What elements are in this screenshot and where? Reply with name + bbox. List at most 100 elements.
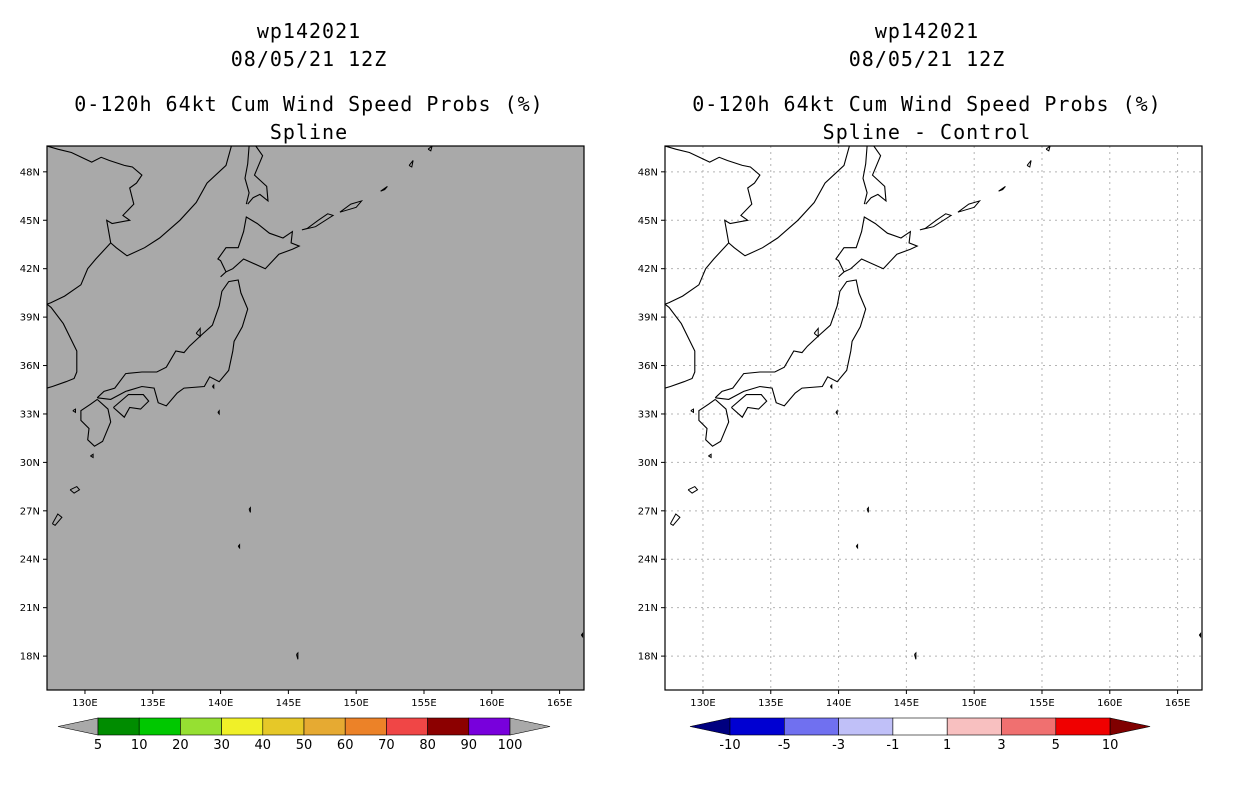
- island-coastline: [72, 408, 76, 414]
- colorbar-segment: [262, 717, 305, 736]
- lat-label: 36N: [638, 361, 658, 372]
- colorbar-label: -1: [886, 738, 899, 753]
- lat-label: 48N: [638, 167, 658, 178]
- island-coastline: [301, 213, 335, 231]
- product-title: 0-120h 64kt Cum Wind Speed Probs (%): [74, 92, 544, 116]
- colorbar-label: 20: [172, 738, 189, 753]
- lat-label: 24N: [638, 555, 658, 566]
- island-coastline: [690, 408, 694, 414]
- colorbar-label: 40: [255, 738, 272, 753]
- colorbar-segment: [386, 717, 428, 736]
- lat-label: 27N: [638, 506, 658, 517]
- island-coastline: [1198, 632, 1202, 639]
- lat-label: 45N: [20, 216, 40, 227]
- colorbar-label: 70: [378, 738, 395, 753]
- island-coastline: [1045, 146, 1051, 152]
- lat-label: 30N: [20, 458, 40, 469]
- colorbar-segment: [468, 717, 511, 736]
- map-background: [665, 146, 1202, 690]
- lon-label: 150E: [961, 698, 986, 709]
- mainland-coastline: [47, 146, 232, 257]
- island-coastline: [830, 383, 833, 390]
- island-coastline: [217, 409, 220, 416]
- lon-label: 155E: [411, 698, 436, 709]
- lat-label: 45N: [638, 216, 658, 227]
- lon-label: 165E: [547, 698, 572, 709]
- island-coastline: [248, 506, 251, 513]
- map-frame: [46, 145, 585, 691]
- colorbar-label: 60: [337, 738, 354, 753]
- subtitle: Spline: [269, 120, 349, 144]
- colorbar-label: -10: [719, 738, 740, 753]
- island-coastline: [708, 453, 712, 459]
- lon-label: 130E: [690, 698, 715, 709]
- korea-coastline: [47, 303, 78, 389]
- lon-label: 135E: [758, 698, 783, 709]
- island-coastline: [51, 513, 63, 526]
- panel-spline-control: wp142021 08/05/21 12Z 0-120h 64kt Cum Wi…: [618, 0, 1236, 800]
- colorbar-segment: [946, 717, 1002, 736]
- lat-label: 48N: [20, 167, 40, 178]
- lat-label: 33N: [638, 409, 658, 420]
- colorbar-label: -5: [778, 738, 791, 753]
- island-coastline: [427, 146, 433, 152]
- colorbar-label: 30: [213, 738, 230, 753]
- honshu-coastline: [714, 279, 867, 407]
- lat-label: 27N: [20, 506, 40, 517]
- island-coastline: [957, 199, 982, 213]
- lon-label: 130E: [72, 698, 97, 709]
- mainland-coastline: [665, 146, 850, 257]
- island-coastline: [69, 485, 81, 494]
- colorbar-segment: [138, 717, 181, 736]
- lat-label: 42N: [20, 264, 40, 275]
- lat-label: 24N: [20, 555, 40, 566]
- island-coastline: [212, 383, 215, 390]
- storm-id-title: wp142021: [256, 19, 362, 43]
- colorbar-segment: [344, 717, 387, 736]
- colorbar-label: 80: [419, 738, 436, 753]
- lon-label: 160E: [1097, 698, 1122, 709]
- island-coastline: [914, 651, 917, 660]
- island-coastline: [813, 326, 819, 338]
- lat-label: 18N: [638, 652, 658, 663]
- sakhalin-coastline: [244, 146, 269, 205]
- lat-label: 39N: [20, 313, 40, 324]
- colorbar-label: 10: [131, 738, 148, 753]
- storm-id-title: wp142021: [874, 19, 980, 43]
- colorbar-segment: [784, 717, 839, 736]
- lon-label: 145E: [894, 698, 919, 709]
- lat-label: 21N: [638, 603, 658, 614]
- colorbar-label: 1: [943, 738, 951, 753]
- kyushu-coastline: [80, 398, 112, 447]
- colorbar-label: 5: [94, 738, 102, 753]
- north-korea-coastline: [47, 242, 112, 305]
- island-coastline: [1026, 160, 1032, 168]
- lat-label: 39N: [638, 313, 658, 324]
- datetime-title: 08/05/21 12Z: [230, 47, 388, 71]
- lat-label: 18N: [20, 652, 40, 663]
- lon-label: 140E: [826, 698, 851, 709]
- island-coastline: [195, 326, 201, 338]
- datetime-title: 08/05/21 12Z: [848, 47, 1006, 71]
- island-coastline: [866, 506, 869, 513]
- colorbar-label: 100: [498, 738, 523, 753]
- island-coastline: [237, 543, 241, 550]
- product-title: 0-120h 64kt Cum Wind Speed Probs (%): [692, 92, 1162, 116]
- lon-label: 135E: [140, 698, 165, 709]
- island-coastline: [919, 213, 953, 231]
- colorbar-segment: [892, 717, 948, 736]
- lat-label: 21N: [20, 603, 40, 614]
- island-coastline: [339, 199, 364, 213]
- colorbar-label: -3: [832, 738, 845, 753]
- lon-label: 145E: [276, 698, 301, 709]
- island-coastline: [669, 513, 681, 526]
- honshu-coastline: [96, 279, 249, 407]
- subtitle: Spline - Control: [822, 120, 1032, 144]
- north-korea-coastline: [665, 242, 730, 305]
- lon-label: 165E: [1165, 698, 1190, 709]
- lon-label: 155E: [1029, 698, 1054, 709]
- island-coastline: [296, 651, 299, 660]
- island-coastline: [408, 160, 414, 168]
- hokkaido-coastline: [217, 216, 301, 278]
